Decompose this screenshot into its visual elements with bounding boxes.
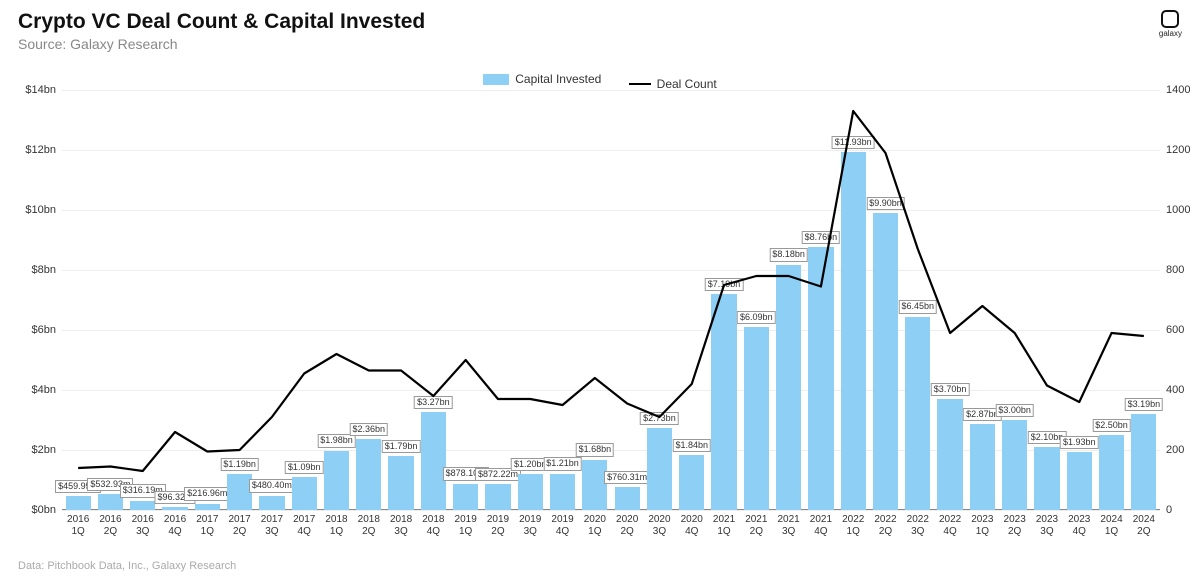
y-right-tick-label: 400 xyxy=(1166,384,1184,396)
x-tick-label: 20214Q xyxy=(810,514,832,537)
y-left-tick-label: $4bn xyxy=(32,384,56,396)
x-tick-label: 20232Q xyxy=(1004,514,1026,537)
x-tick-label: 20212Q xyxy=(745,514,767,537)
x-tick-label: 20234Q xyxy=(1068,514,1090,537)
y-right-tick-label: 1200 xyxy=(1166,144,1190,156)
x-tick-label: 20201Q xyxy=(584,514,606,537)
x-tick-label: 20224Q xyxy=(939,514,961,537)
x-tick-label: 20172Q xyxy=(228,514,250,537)
y-left-tick-label: $12bn xyxy=(25,144,56,156)
x-tick-label: 20213Q xyxy=(777,514,799,537)
x-tick-label: 20162Q xyxy=(99,514,121,537)
x-tick-label: 20183Q xyxy=(390,514,412,537)
gridline xyxy=(62,510,1160,511)
x-tick-label: 20204Q xyxy=(681,514,703,537)
y-right-tick-label: 0 xyxy=(1166,504,1172,516)
x-tick-label: 20181Q xyxy=(325,514,347,537)
x-tick-label: 20223Q xyxy=(907,514,929,537)
chart-legend: Capital Invested Deal Count xyxy=(0,72,1200,91)
x-tick-label: 20222Q xyxy=(874,514,896,537)
y-right-tick-label: 1000 xyxy=(1166,204,1190,216)
data-source-footer: Data: Pitchbook Data, Inc., Galaxy Resea… xyxy=(18,560,236,572)
x-tick-label: 20193Q xyxy=(519,514,541,537)
x-tick-label: 20194Q xyxy=(551,514,573,537)
y-left-tick-label: $8bn xyxy=(32,264,56,276)
x-tick-label: 20233Q xyxy=(1036,514,1058,537)
legend-deals-swatch xyxy=(629,83,651,85)
chart-plot-area: $0bn$2bn$4bn$6bn$8bn$10bn$12bn$14bn02004… xyxy=(62,90,1160,510)
chart-subtitle: Source: Galaxy Research xyxy=(18,36,425,52)
x-tick-label: 20242Q xyxy=(1133,514,1155,537)
deal-count-line xyxy=(62,90,1160,510)
x-tick-label: 20221Q xyxy=(842,514,864,537)
x-tick-label: 20171Q xyxy=(196,514,218,537)
x-tick-label: 20174Q xyxy=(293,514,315,537)
y-left-tick-label: $2bn xyxy=(32,444,56,456)
y-right-tick-label: 600 xyxy=(1166,324,1184,336)
x-tick-label: 20173Q xyxy=(261,514,283,537)
y-left-tick-label: $0bn xyxy=(32,504,56,516)
x-tick-label: 20202Q xyxy=(616,514,638,537)
y-left-tick-label: $6bn xyxy=(32,324,56,336)
galaxy-logo: galaxy xyxy=(1159,10,1182,38)
x-tick-label: 20163Q xyxy=(132,514,154,537)
legend-capital: Capital Invested xyxy=(483,72,601,86)
x-tick-label: 20211Q xyxy=(713,514,735,537)
x-tick-label: 20182Q xyxy=(358,514,380,537)
x-tick-label: 20203Q xyxy=(648,514,670,537)
x-tick-label: 20191Q xyxy=(455,514,477,537)
x-tick-label: 20184Q xyxy=(422,514,444,537)
y-left-tick-label: $14bn xyxy=(25,84,56,96)
y-left-tick-label: $10bn xyxy=(25,204,56,216)
galaxy-logo-text: galaxy xyxy=(1159,29,1182,38)
galaxy-logo-icon xyxy=(1161,10,1179,28)
x-tick-label: 20161Q xyxy=(67,514,89,537)
x-tick-label: 20164Q xyxy=(164,514,186,537)
legend-capital-swatch xyxy=(483,74,509,85)
y-right-tick-label: 200 xyxy=(1166,444,1184,456)
legend-deals-label: Deal Count xyxy=(657,77,717,91)
x-tick-label: 20231Q xyxy=(971,514,993,537)
x-tick-label: 20241Q xyxy=(1100,514,1122,537)
chart-title: Crypto VC Deal Count & Capital Invested xyxy=(18,10,425,34)
y-right-tick-label: 1400 xyxy=(1166,84,1190,96)
x-tick-label: 20192Q xyxy=(487,514,509,537)
y-right-tick-label: 800 xyxy=(1166,264,1184,276)
legend-deals: Deal Count xyxy=(629,77,717,91)
legend-capital-label: Capital Invested xyxy=(515,72,601,86)
